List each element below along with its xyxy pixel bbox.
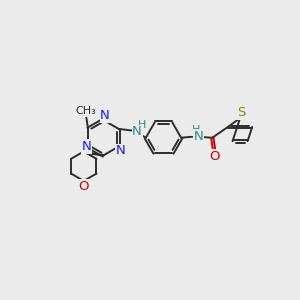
Text: S: S (237, 106, 245, 119)
Text: O: O (209, 150, 220, 163)
Text: N: N (100, 109, 110, 122)
Text: N: N (81, 140, 91, 153)
Text: CH₃: CH₃ (76, 106, 97, 116)
Text: H: H (192, 125, 200, 135)
Text: N: N (116, 145, 125, 158)
Text: O: O (79, 180, 89, 193)
Text: N: N (132, 125, 142, 138)
Text: N: N (194, 130, 203, 142)
Text: H: H (138, 121, 146, 130)
